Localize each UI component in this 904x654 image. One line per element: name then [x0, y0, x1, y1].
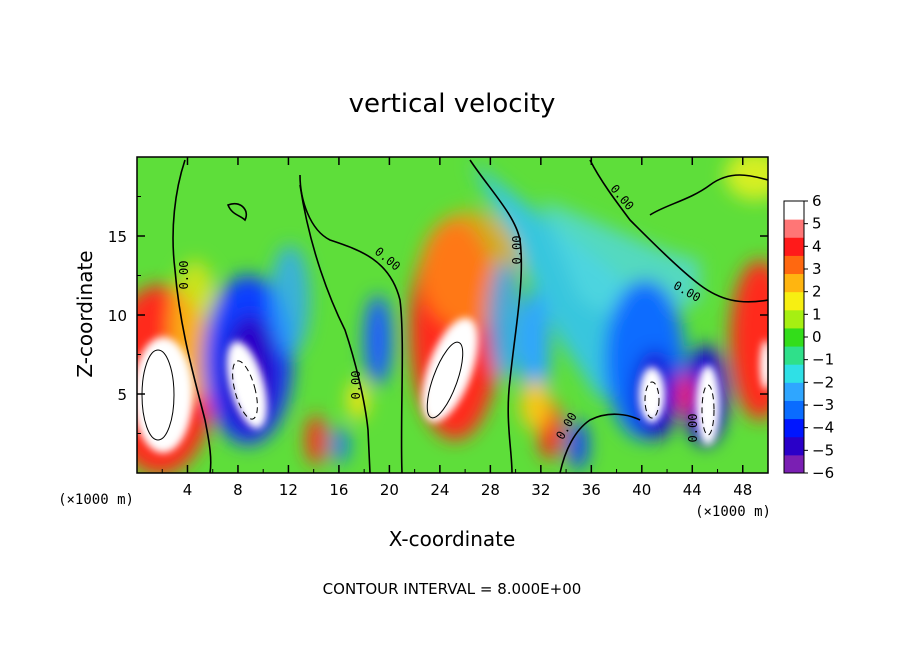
contour-label: 0.00 — [686, 414, 700, 443]
colorbar-swatch — [784, 382, 804, 401]
contour-line-7 — [226, 202, 247, 222]
colorbar-swatch — [784, 364, 804, 383]
yellow-cell-32 — [520, 380, 550, 430]
colorbar-swatch — [784, 219, 804, 238]
colorbar-tick-label: −3 — [812, 396, 834, 414]
y-axis-label: Z-coordinate — [73, 250, 97, 377]
colorbar-swatch — [784, 454, 804, 474]
x-tick-label: 28 — [481, 481, 500, 499]
colorbar-swatch — [784, 436, 804, 456]
blue-cell-18 — [364, 295, 392, 385]
dashed-contours — [232, 360, 715, 436]
dashed-loop-8 — [232, 360, 258, 420]
contour-line-1 — [172, 159, 212, 473]
colorbar-tick-label: 3 — [812, 260, 822, 278]
dashed-loop-41 — [644, 381, 660, 419]
colorbar-tick-label: −2 — [812, 373, 834, 391]
colorbar-tick-label: 6 — [812, 192, 822, 210]
chart-title: vertical velocity — [349, 89, 556, 119]
white-core-24 — [422, 317, 478, 423]
colorbar-tick-label: 0 — [812, 328, 822, 346]
contour-line-5 — [589, 159, 768, 303]
contour-line-3 — [299, 174, 404, 473]
solid-core-contours — [141, 341, 464, 441]
x-tick-label: 8 — [233, 481, 243, 499]
contour-interval-note: CONTOUR INTERVAL = 8.000E+00 — [323, 580, 582, 598]
x-tick-label: 36 — [582, 481, 601, 499]
core-loop-left — [141, 349, 175, 441]
x-tick-label: 16 — [329, 481, 348, 499]
red-cell-43 — [677, 373, 693, 417]
colorbar-tick-label: −6 — [812, 464, 834, 482]
x-unit-label-left: (×1000 m) — [58, 492, 134, 508]
contour-line-8 — [649, 174, 768, 216]
x-tick-label: 40 — [632, 481, 651, 499]
blue-cell-35 — [568, 420, 588, 470]
core-loop-24 — [426, 341, 464, 419]
colorbar-swatch — [784, 309, 804, 329]
white-core-45 — [696, 365, 720, 445]
colorbar-swatch — [784, 255, 804, 275]
colorbar-swatch — [784, 418, 804, 438]
y-tick-label: 15 — [108, 228, 127, 246]
contour-line-4 — [469, 159, 523, 473]
white-core-41 — [639, 367, 665, 423]
x-unit-label-right: (×1000 m) — [695, 504, 771, 520]
y-tick-label: 10 — [108, 307, 127, 325]
colorbar-swatch — [784, 346, 804, 365]
colorbar-tick-label: 2 — [812, 283, 822, 301]
y-tick-label: 5 — [117, 386, 127, 404]
dashed-loop-45 — [701, 384, 715, 436]
x-tick-label: 44 — [683, 481, 702, 499]
x-tick-label: 20 — [380, 481, 399, 499]
white-core-8 — [226, 341, 268, 429]
contour-line-6 — [559, 413, 641, 473]
contour-line-2 — [299, 184, 371, 473]
x-tick-label: 4 — [183, 481, 193, 499]
colorbar-tick-label: −5 — [812, 441, 834, 459]
colorbar-tick-label: −1 — [812, 351, 834, 369]
blue-column-31 — [520, 290, 550, 410]
x-axis-ticks: 4 8 12 16 20 24 28 32 36 40 44 48 — [161, 157, 769, 499]
colorbar: 6 5 4 3 2 1 0 −1 −2 −3 −4 −5 −6 — [783, 192, 834, 482]
colorbar-swatch — [784, 201, 804, 220]
x-tick-label: 24 — [430, 481, 449, 499]
yellow-cell-17 — [348, 380, 368, 420]
contour-label: 0.00 — [177, 261, 191, 290]
zero-contours — [172, 159, 768, 473]
white-core-right — [760, 340, 768, 390]
x-tick-label: 48 — [733, 481, 752, 499]
red-cell-14 — [306, 415, 326, 465]
colorbar-swatch — [784, 237, 804, 256]
blue-cell-16 — [332, 427, 348, 463]
plot-area — [137, 157, 768, 473]
white-core-left — [137, 337, 193, 453]
colorbar-tick-label: 4 — [812, 237, 822, 255]
x-tick-label: 32 — [531, 481, 550, 499]
contour-label: 0.00 — [349, 371, 363, 400]
colorbar-swatch — [784, 327, 804, 347]
colorbar-tick-label: −4 — [812, 419, 834, 437]
colorbar-tick-label: 1 — [812, 305, 822, 323]
x-axis-label: X-coordinate — [389, 527, 516, 551]
y-axis-ticks: 5 10 15 — [108, 196, 768, 434]
colorbar-swatch — [784, 291, 804, 311]
right-red-plume — [730, 260, 768, 420]
colorbar-swatch — [784, 273, 804, 293]
top-right-yellow — [725, 157, 768, 200]
colorbar-swatch — [784, 400, 804, 420]
x-tick-label: 12 — [279, 481, 298, 499]
colorbar-tick-label: 5 — [812, 215, 822, 233]
cyan-fringe-8 — [270, 245, 310, 355]
velocity-extremes — [137, 317, 768, 453]
contour-label: 0.00 — [510, 236, 524, 265]
